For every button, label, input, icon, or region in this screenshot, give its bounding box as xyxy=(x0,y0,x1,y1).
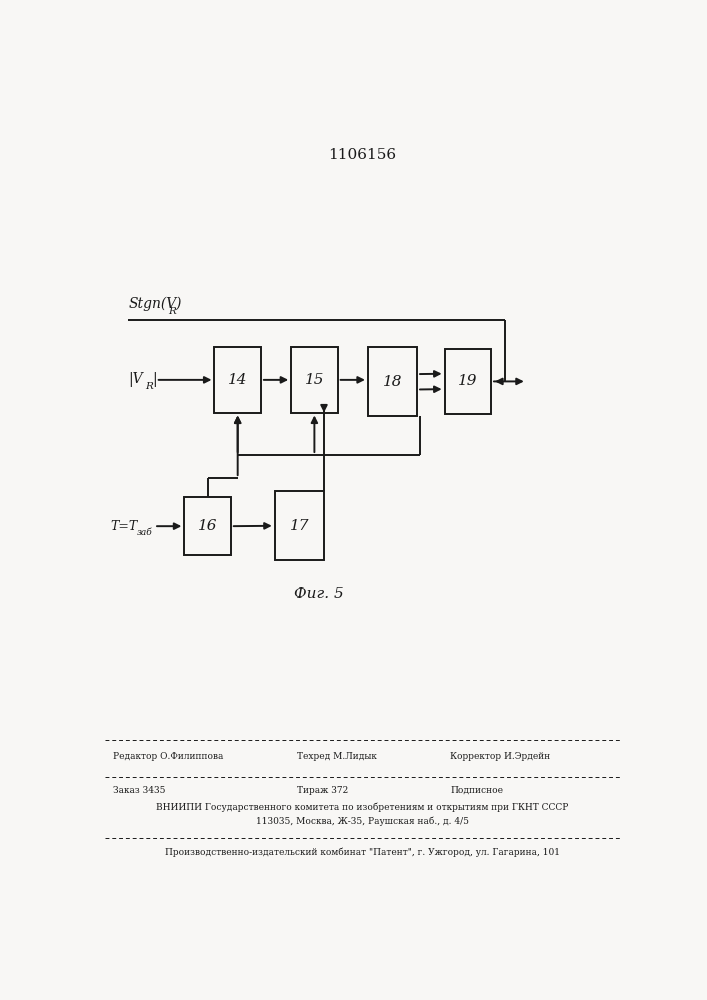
Text: Производственно-издательский комбинат "Патент", г. Ужгород, ул. Гагарина, 101: Производственно-издательский комбинат "П… xyxy=(165,848,560,857)
Bar xyxy=(214,347,261,413)
Text: ): ) xyxy=(175,297,181,311)
Text: 15: 15 xyxy=(305,373,324,387)
Text: Тираж 372: Тираж 372 xyxy=(297,786,348,795)
Bar xyxy=(185,497,231,555)
Text: 18: 18 xyxy=(382,375,402,389)
Bar xyxy=(445,349,491,414)
Bar xyxy=(275,491,324,560)
Text: 1106156: 1106156 xyxy=(328,148,397,162)
Text: Редактор О.Филиппова: Редактор О.Филиппова xyxy=(113,752,223,761)
Text: |: | xyxy=(153,372,157,387)
Text: заб: заб xyxy=(136,528,152,537)
Text: Stgn(V: Stgn(V xyxy=(129,297,177,311)
Text: Фиг. 5: Фиг. 5 xyxy=(293,587,344,601)
Text: Техред М.Лидык: Техред М.Лидык xyxy=(297,752,376,761)
Text: 19: 19 xyxy=(458,374,477,388)
Text: 16: 16 xyxy=(198,519,217,533)
Text: 14: 14 xyxy=(228,373,247,387)
Text: 113035, Москва, Ж-35, Раушская наб., д. 4/5: 113035, Москва, Ж-35, Раушская наб., д. … xyxy=(256,817,469,826)
Bar xyxy=(291,347,338,413)
Text: T=T: T=T xyxy=(110,520,138,533)
Text: ВНИИПИ Государственного комитета по изобретениям и открытиям при ГКНТ СССР: ВНИИПИ Государственного комитета по изоб… xyxy=(156,803,568,812)
Text: 17: 17 xyxy=(290,519,309,533)
Text: Заказ 3435: Заказ 3435 xyxy=(113,786,165,795)
Text: |V: |V xyxy=(129,372,143,387)
Bar xyxy=(368,347,417,416)
Text: Корректор И.Эрдейн: Корректор И.Эрдейн xyxy=(450,752,550,761)
Text: R: R xyxy=(145,382,153,391)
Text: R: R xyxy=(168,307,176,316)
Text: Подписное: Подписное xyxy=(450,786,503,795)
